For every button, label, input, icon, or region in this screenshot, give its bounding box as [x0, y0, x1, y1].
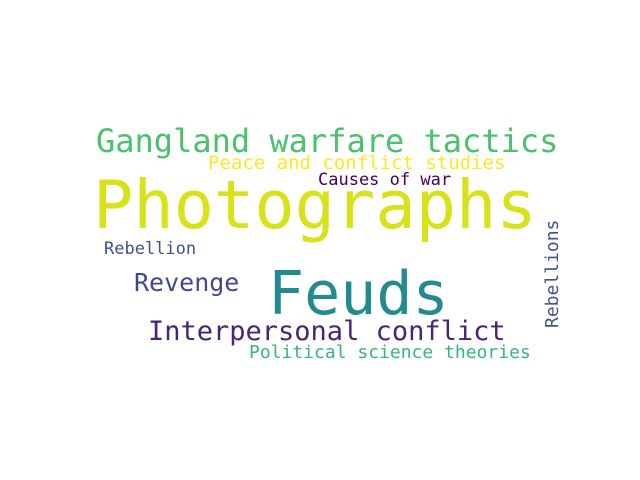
word-rebellion: Rebellion	[104, 239, 197, 259]
word-revenge: Revenge	[134, 268, 240, 297]
word-gangland-warfare-tactics: Gangland warfare tactics	[96, 122, 559, 160]
word-causes-of-war: Causes of war	[318, 170, 452, 190]
word-feuds: Feuds	[268, 259, 449, 329]
word-photographs: Photographs	[93, 166, 537, 244]
word-rebellions: Rebellions	[542, 219, 563, 328]
word-peace-and-conflict-studies: Peace and conflict studies	[208, 152, 506, 174]
word-political-science-theories: Political science theories	[249, 342, 531, 363]
word-interpersonal-conflict: Interpersonal conflict	[148, 316, 506, 347]
